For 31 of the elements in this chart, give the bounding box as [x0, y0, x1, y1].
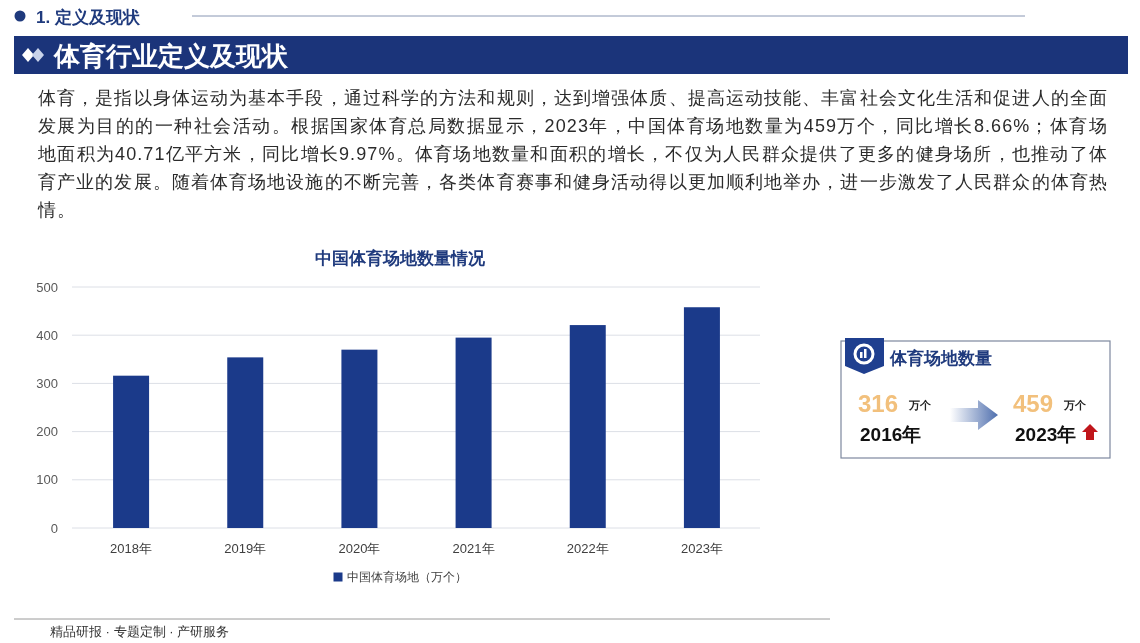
text: 万个: [908, 399, 932, 411]
bar: [113, 375, 150, 528]
y-tick-label: 0: [50, 520, 58, 536]
y-tick-label: 100: [36, 472, 58, 488]
text: 2016年: [860, 424, 922, 445]
x-tick-label: 2019年: [224, 540, 267, 556]
bar: [455, 337, 492, 528]
text: 316: [858, 390, 899, 417]
legend-label: 中国体育场地（万个）: [346, 570, 467, 584]
text: 体育场地数量: [889, 348, 992, 368]
text: 万个: [1063, 399, 1087, 411]
text: 体育，是指以身体运动为基本手段，通过科学的方法和规则，达到增强体质、提高运动技能、丰富社会文化生活和促进人的全面发展为目的的一种社会活动。根据国家体育总局数据显示，2023年，中国体育场地数量为459万个，同比增长8.66%；体育场地面积为40.71亿平方米，同比增长9.97%。体育场地数量和面积的增长，不仅为人民群众提供了更多的健身场所，也推动了体育产业的发展。随着体育场地设施的不断完善，各类体育赛事和健身活动得以更加顺利地举办，进一步激发了人民群众的体育热情。: [38, 87, 1108, 222]
text: 精品研报 · 专题定制 · 产研服务: [50, 623, 231, 640]
bar: [227, 357, 264, 528]
y-tick-label: 200: [36, 424, 58, 440]
x-tick-label: 2021年: [452, 540, 495, 556]
x-tick-label: 2022年: [566, 540, 609, 556]
bar: [569, 325, 606, 528]
bar: [683, 307, 720, 528]
x-tick-label: 2020年: [338, 540, 381, 556]
y-tick-label: 300: [36, 375, 58, 391]
chart-title: 中国体育场地数量情况: [315, 248, 486, 268]
bar: [341, 349, 378, 528]
y-tick-label: 400: [36, 327, 58, 343]
text: 1. 定义及现状: [36, 8, 141, 27]
x-tick-label: 2023年: [680, 540, 723, 556]
x-tick-label: 2018年: [110, 540, 153, 556]
text: 459: [1013, 390, 1054, 417]
text: 体育行业定义及现状: [53, 41, 289, 71]
text: 2023年: [1015, 424, 1077, 445]
y-tick-label: 500: [36, 279, 58, 295]
